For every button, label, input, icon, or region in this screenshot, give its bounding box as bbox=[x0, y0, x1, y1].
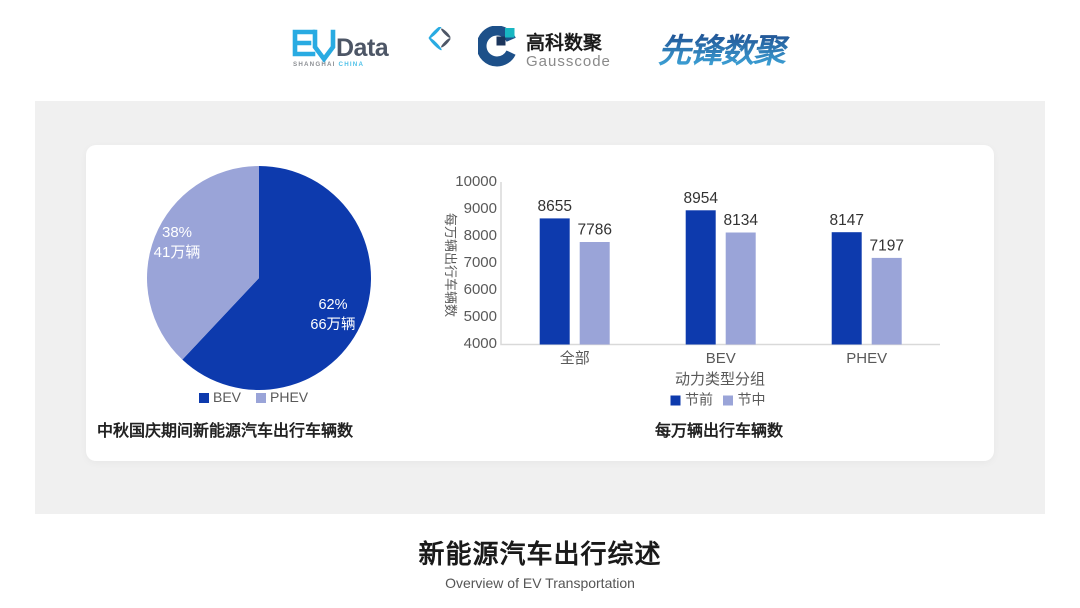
svg-text:节前: 节前 bbox=[685, 392, 713, 408]
svg-text:8134: 8134 bbox=[723, 212, 758, 229]
svg-text:8655: 8655 bbox=[537, 198, 571, 215]
svg-text:每万辆出行车辆数: 每万辆出行车辆数 bbox=[443, 213, 458, 317]
svg-text:每万辆出行车辆数: 每万辆出行车辆数 bbox=[655, 421, 784, 440]
svg-text:节中: 节中 bbox=[738, 392, 766, 408]
svg-text:8954: 8954 bbox=[683, 190, 718, 207]
svg-text:4000: 4000 bbox=[464, 335, 497, 352]
svg-text:全部: 全部 bbox=[560, 349, 590, 367]
svg-text:8147: 8147 bbox=[829, 212, 863, 229]
svg-text:10000: 10000 bbox=[455, 173, 497, 190]
svg-text:7197: 7197 bbox=[869, 238, 903, 255]
svg-text:9000: 9000 bbox=[464, 200, 497, 217]
svg-text:PHEV: PHEV bbox=[846, 350, 887, 367]
svg-text:7786: 7786 bbox=[577, 222, 611, 239]
svg-text:7000: 7000 bbox=[464, 254, 497, 271]
svg-text:5000: 5000 bbox=[464, 308, 497, 325]
svg-text:8000: 8000 bbox=[464, 227, 497, 244]
svg-text:BEV: BEV bbox=[706, 350, 736, 367]
svg-text:6000: 6000 bbox=[464, 281, 497, 298]
svg-text:动力类型分组: 动力类型分组 bbox=[675, 371, 765, 388]
